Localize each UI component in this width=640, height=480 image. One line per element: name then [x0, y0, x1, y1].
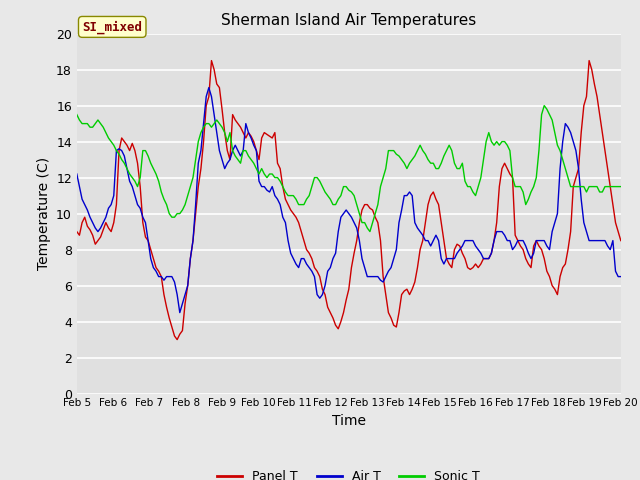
Air T	[205, 84, 212, 90]
Air T	[176, 310, 184, 315]
Air T	[525, 251, 532, 256]
Sonic T	[530, 184, 538, 190]
Line: Air T: Air T	[77, 87, 621, 312]
Panel T	[490, 238, 498, 243]
Text: SI_mixed: SI_mixed	[82, 20, 142, 34]
Air T	[580, 220, 588, 226]
Panel T	[173, 336, 181, 342]
Line: Sonic T: Sonic T	[77, 106, 621, 231]
Legend: Panel T, Air T, Sonic T: Panel T, Air T, Sonic T	[212, 465, 485, 480]
Sonic T	[617, 184, 625, 190]
Sonic T	[366, 228, 374, 234]
Sonic T	[540, 103, 548, 108]
Air T	[617, 274, 625, 279]
Title: Sherman Island Air Temperatures: Sherman Island Air Temperatures	[221, 13, 476, 28]
Sonic T	[419, 148, 427, 154]
Sonic T	[488, 139, 495, 144]
Air T	[228, 148, 236, 154]
Panel T	[532, 238, 540, 243]
Panel T	[207, 58, 215, 63]
Line: Panel T: Panel T	[77, 60, 621, 339]
Panel T	[617, 238, 625, 243]
Panel T	[580, 103, 588, 108]
Air T	[490, 238, 498, 243]
Sonic T	[73, 112, 81, 118]
Panel T	[525, 261, 532, 267]
X-axis label: Time: Time	[332, 414, 366, 428]
Y-axis label: Temperature (C): Temperature (C)	[36, 157, 51, 270]
Sonic T	[223, 139, 231, 144]
Air T	[73, 171, 81, 177]
Panel T	[73, 228, 81, 234]
Air T	[532, 238, 540, 243]
Panel T	[228, 112, 236, 118]
Sonic T	[522, 202, 529, 207]
Air T	[422, 238, 429, 243]
Panel T	[422, 220, 429, 226]
Sonic T	[580, 184, 588, 190]
